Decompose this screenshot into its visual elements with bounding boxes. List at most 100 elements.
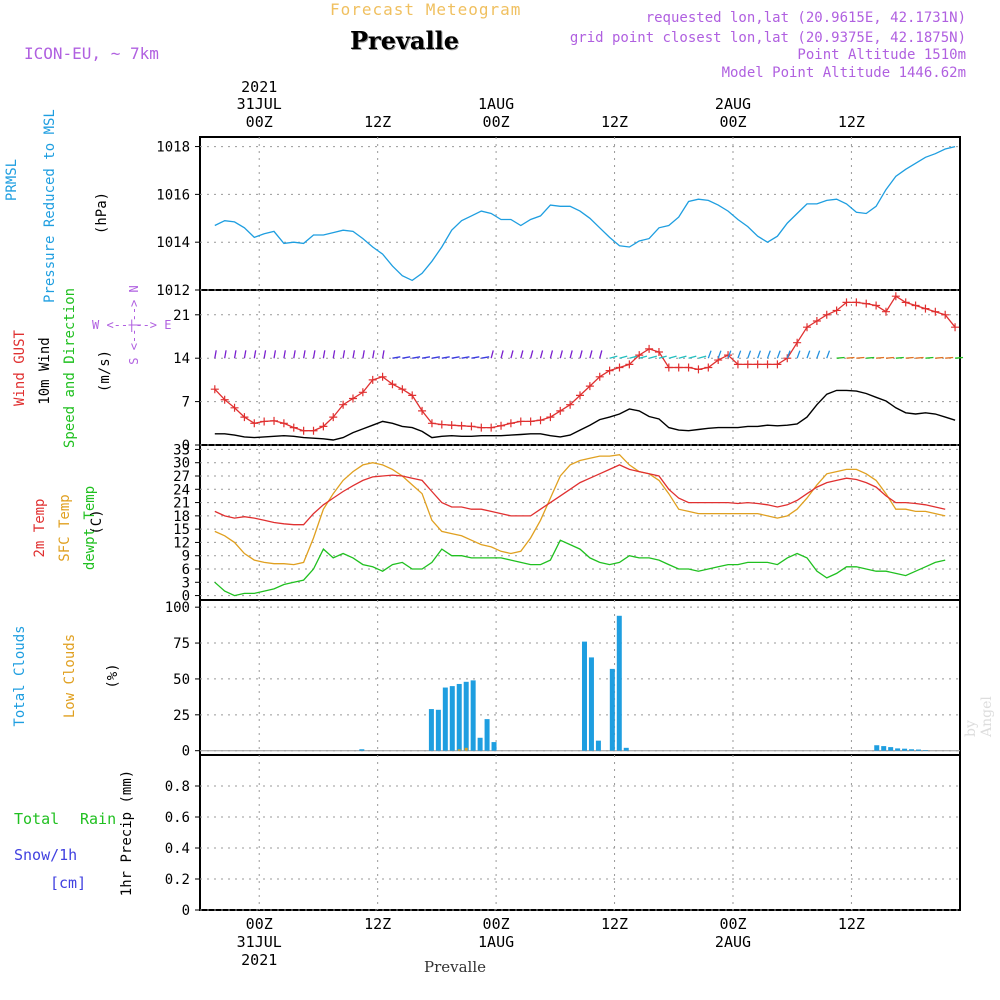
ytick-label-temperature: 0 [182, 589, 190, 605]
bottom-axis-hour: 12Z [601, 915, 628, 933]
ytick-label-wind: 21 [173, 308, 190, 324]
wind-arrow [214, 350, 217, 359]
gust-marker [230, 403, 239, 412]
requested-coords: requested lon,lat (20.9615E, 42.1731N) [645, 10, 966, 26]
wind-arrow [253, 350, 257, 359]
ytick-label-pressure: 1012 [156, 283, 190, 299]
wind-arrow [826, 350, 831, 359]
wind-arrow [776, 350, 781, 359]
ytick-label-temperature: 21 [173, 496, 190, 512]
gust-marker [674, 363, 683, 372]
ytick-label-precip: 0 [182, 903, 190, 919]
ytick-label-wind: 14 [173, 351, 190, 367]
gust-marker [289, 423, 298, 432]
ytick-label-pressure: 1018 [156, 140, 190, 156]
top-axis-hour: 00Z [483, 113, 510, 131]
wind-arrow [935, 356, 944, 359]
wind-arrow [816, 350, 821, 359]
bottom-axis-hour: 12Z [364, 915, 391, 933]
wind-arrow [559, 350, 563, 359]
lowclouds-bar [457, 749, 461, 751]
wind-arrow [224, 350, 227, 359]
gust-marker [832, 306, 841, 315]
totalclouds-bar [895, 748, 901, 751]
wind-arrow [895, 356, 904, 359]
gust-marker [605, 366, 614, 375]
gust-marker [368, 375, 377, 384]
wind-arrow [233, 350, 237, 359]
gust-marker [348, 394, 357, 403]
wind-arrow [381, 350, 385, 359]
gust-marker [901, 298, 910, 307]
gust-marker [220, 395, 229, 404]
wind-arrow [549, 350, 554, 359]
model-altitude: Model Point Altitude 1446.62m [721, 65, 966, 81]
ytick-label-precip: 0.8 [165, 779, 190, 795]
totalclouds-bar [484, 719, 490, 751]
gust-marker [931, 307, 940, 316]
ytick-label-wind: 0 [182, 438, 190, 454]
wind-arrow [757, 350, 762, 359]
gust-marker [516, 417, 525, 426]
totalclouds-bar [477, 737, 483, 751]
forecast-title: Forecast Meteogram [330, 0, 522, 19]
totalclouds-bar [595, 740, 601, 751]
ytick-label-pressure: 1016 [156, 187, 190, 203]
wind-arrow [786, 350, 791, 359]
gridpoint-coords: grid point closest lon,lat (20.9375E, 42… [569, 30, 966, 46]
panel-frame-wind [199, 289, 961, 446]
gust-marker [872, 301, 881, 310]
lowclouds-bar [464, 747, 468, 751]
gust-marker [437, 420, 446, 429]
totalclouds-bar [428, 709, 434, 751]
totalclouds-bar [874, 745, 880, 751]
wind-arrow [915, 356, 924, 359]
gust-marker [309, 426, 318, 435]
sfctemp-line [214, 454, 946, 566]
wind-arrow [599, 350, 603, 359]
ytick-label-wind: 7 [182, 395, 190, 411]
gust-marker [378, 372, 387, 381]
totalclouds-bar [581, 641, 587, 751]
precip-total-label: Total [14, 810, 60, 828]
wind-arrow [312, 350, 316, 359]
wind-arrow [569, 350, 573, 359]
wind-arrow [905, 356, 914, 359]
gust-marker [210, 385, 219, 394]
wind-arrow [629, 355, 638, 359]
gust-marker [684, 363, 693, 372]
gust-marker [427, 419, 436, 428]
gust-marker [743, 360, 752, 369]
gust-marker [625, 360, 634, 369]
totalclouds-bar [588, 657, 594, 751]
wind-arrow [846, 356, 855, 359]
ytick-label-temperature: 27 [173, 469, 190, 485]
wind-arrow [362, 350, 365, 359]
gust-marker [299, 426, 308, 435]
totalclouds-bar [491, 742, 497, 751]
gust-marker [803, 323, 812, 332]
wind-arrow [530, 350, 534, 359]
ytick-label-clouds: 100 [165, 600, 190, 616]
wind-arrow [412, 356, 421, 359]
ytick-label-precip: 0.6 [165, 810, 190, 826]
gust-marker [881, 307, 890, 316]
wind-arrow [668, 355, 677, 359]
wind-arrow [698, 355, 707, 359]
ytick-label-clouds: 25 [173, 708, 190, 724]
wind-arrow [806, 350, 811, 359]
gust-marker [812, 317, 821, 325]
wind-arrow [243, 350, 247, 359]
gust-marker [546, 413, 555, 422]
wind-arrow [856, 356, 865, 359]
ytick-label-temperature: 6 [182, 562, 190, 578]
gust-marker [852, 298, 861, 307]
location-title: Prevalle [350, 26, 459, 55]
totalclouds-bar [609, 668, 615, 751]
totalclouds-bar [359, 749, 365, 751]
wind-arrow [539, 350, 544, 359]
gust-marker [664, 363, 673, 372]
wind-arrow [866, 356, 875, 359]
precip-snow-label: Snow/1h [14, 846, 78, 864]
